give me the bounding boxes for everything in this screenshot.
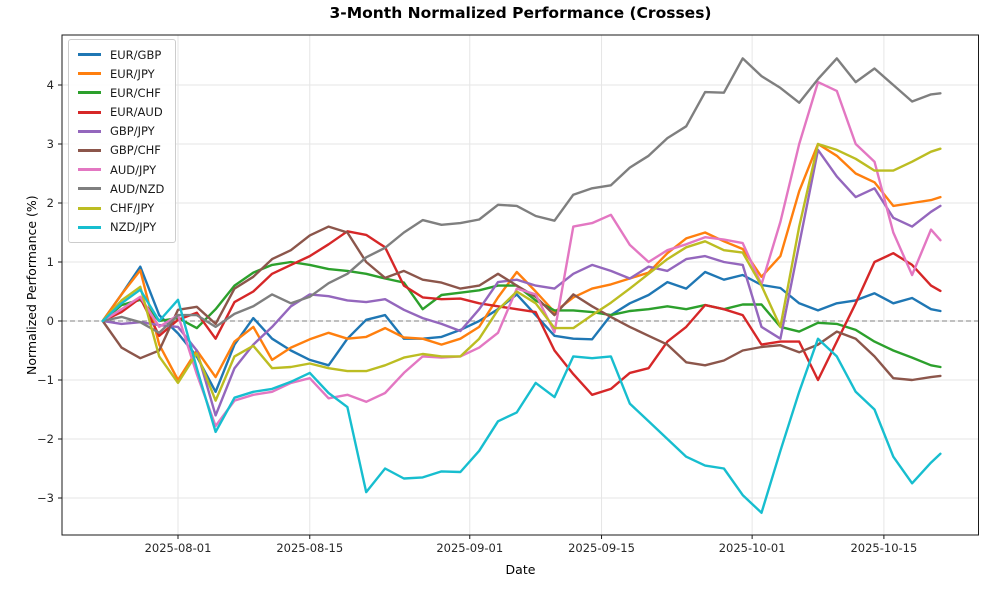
y-tick-label: 2 <box>47 196 54 210</box>
y-tick-label: 3 <box>47 137 54 151</box>
y-tick-label: 1 <box>47 255 54 269</box>
line-eur-aud <box>101 230 942 396</box>
x-tick-label: 2025-08-01 <box>145 541 212 555</box>
legend-label: EUR/GBP <box>110 47 162 62</box>
legend-line-swatch <box>78 72 101 76</box>
legend-line-swatch <box>78 187 101 191</box>
x-tick-label: 2025-09-15 <box>568 541 635 555</box>
legend-item-eur-chf: EUR/CHF <box>78 85 164 100</box>
legend-label: GBP/CHF <box>110 143 161 158</box>
legend-item-chf-jpy: CHF/JPY <box>78 201 164 216</box>
line-eur-chf <box>101 260 942 369</box>
legend-label: GBP/JPY <box>110 124 155 139</box>
y-tick-label: −1 <box>37 373 54 387</box>
line-aud-jpy <box>101 80 942 428</box>
legend-item-aud-nzd: AUD/NZD <box>78 181 164 196</box>
legend-label: CHF/JPY <box>110 201 155 215</box>
x-tick-label: 2025-08-15 <box>276 541 343 555</box>
legend-line-swatch <box>78 110 101 114</box>
x-axis-label: Date <box>505 562 536 577</box>
legend-label: EUR/JPY <box>110 66 155 81</box>
legend-line-swatch <box>78 148 101 152</box>
y-tick-label: 4 <box>47 78 54 92</box>
chart-title: 3-Month Normalized Performance (Crosses) <box>329 4 712 22</box>
y-tick-label: −3 <box>37 491 54 505</box>
y-axis-label: Normalized Performance (%) <box>24 195 39 375</box>
legend-line-swatch <box>78 53 101 56</box>
legend-line-swatch <box>78 206 101 210</box>
axis-ticks: 2025-08-01 2025-08-15 2025-09-01 2025-09-15… <box>37 78 917 555</box>
legend-label: AUD/NZD <box>110 181 165 196</box>
legend-line-swatch <box>78 129 101 133</box>
legend-item-eur-aud: EUR/AUD <box>78 105 164 120</box>
legend-item-gbp-chf: GBP/CHF <box>78 143 164 158</box>
legend-line-swatch <box>78 91 101 95</box>
legend-item-nzd-jpy: NZD/JPY <box>78 220 164 235</box>
legend: EUR/GBP EUR/JPY EUR/CHF EUR/AUD GBP/JPY GBP/C… <box>68 39 177 243</box>
line-eur-gbp <box>101 265 942 393</box>
x-tick-label: 2025-09-01 <box>436 541 503 555</box>
gridlines <box>62 35 979 535</box>
legend-line-swatch <box>78 168 101 172</box>
line-chf-jpy <box>101 142 942 402</box>
plot-border <box>61 34 979 536</box>
legend-label: EUR/CHF <box>110 85 161 100</box>
x-tick-label: 2025-10-15 <box>850 541 917 555</box>
legend-label: EUR/AUD <box>110 105 163 120</box>
legend-item-aud-jpy: AUD/JPY <box>78 162 164 177</box>
legend-line-swatch <box>78 225 101 229</box>
legend-item-eur-jpy: EUR/JPY <box>78 66 164 81</box>
line-gbp-jpy <box>101 148 942 417</box>
y-tick-label: −2 <box>37 432 54 446</box>
y-tick-label: 0 <box>47 314 54 328</box>
x-tick-label: 2025-10-01 <box>719 541 786 555</box>
legend-item-eur-gbp: EUR/GBP <box>78 47 164 62</box>
line-nzd-jpy <box>101 288 942 514</box>
line-aud-nzd <box>101 57 942 334</box>
legend-label: NZD/JPY <box>110 220 157 235</box>
legend-item-gbp-jpy: GBP/JPY <box>78 124 164 139</box>
series-lines <box>101 57 942 514</box>
legend-label: AUD/JPY <box>110 162 157 177</box>
